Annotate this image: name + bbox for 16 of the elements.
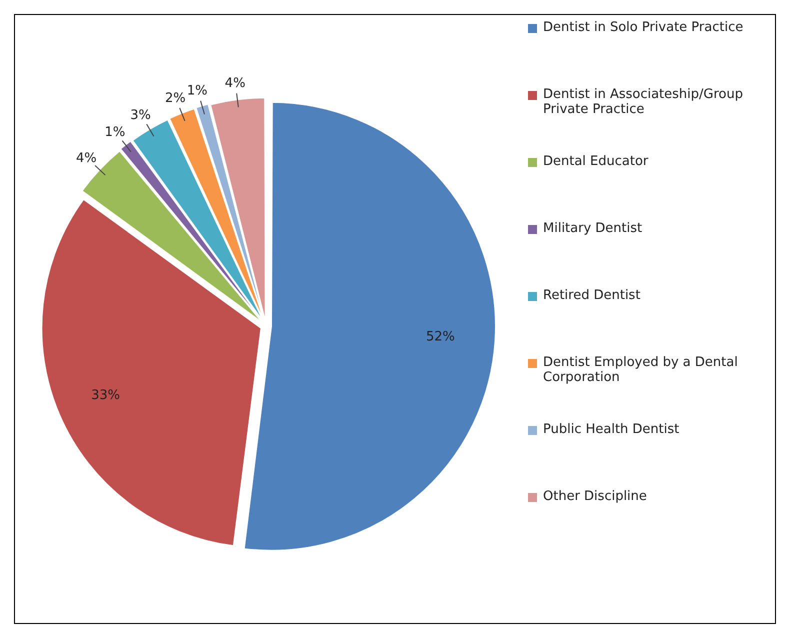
data-label: 4% <box>76 151 97 166</box>
data-label: 2% <box>164 91 186 106</box>
legend-label: Retired Dentist <box>543 288 640 303</box>
legend-label: Public Health Dentist <box>543 422 680 437</box>
data-label: 33% <box>91 388 120 403</box>
data-label: 3% <box>130 108 151 123</box>
legend-label: Dentist in Solo Private Practice <box>543 20 744 35</box>
legend-label: Dentist in Associateship/Group Private Practice <box>543 87 744 117</box>
legend-label: Military Dentist <box>543 221 642 236</box>
legend-label: Dental Educator <box>543 154 648 169</box>
data-label: 4% <box>224 76 246 91</box>
legend-label: Dentist Employed by a Dental Corporation <box>543 355 739 385</box>
data-label: 1% <box>104 125 126 140</box>
data-label: 52% <box>426 329 455 344</box>
legend-label: Other Discipline <box>543 489 647 504</box>
data-label: 1% <box>186 84 208 99</box>
